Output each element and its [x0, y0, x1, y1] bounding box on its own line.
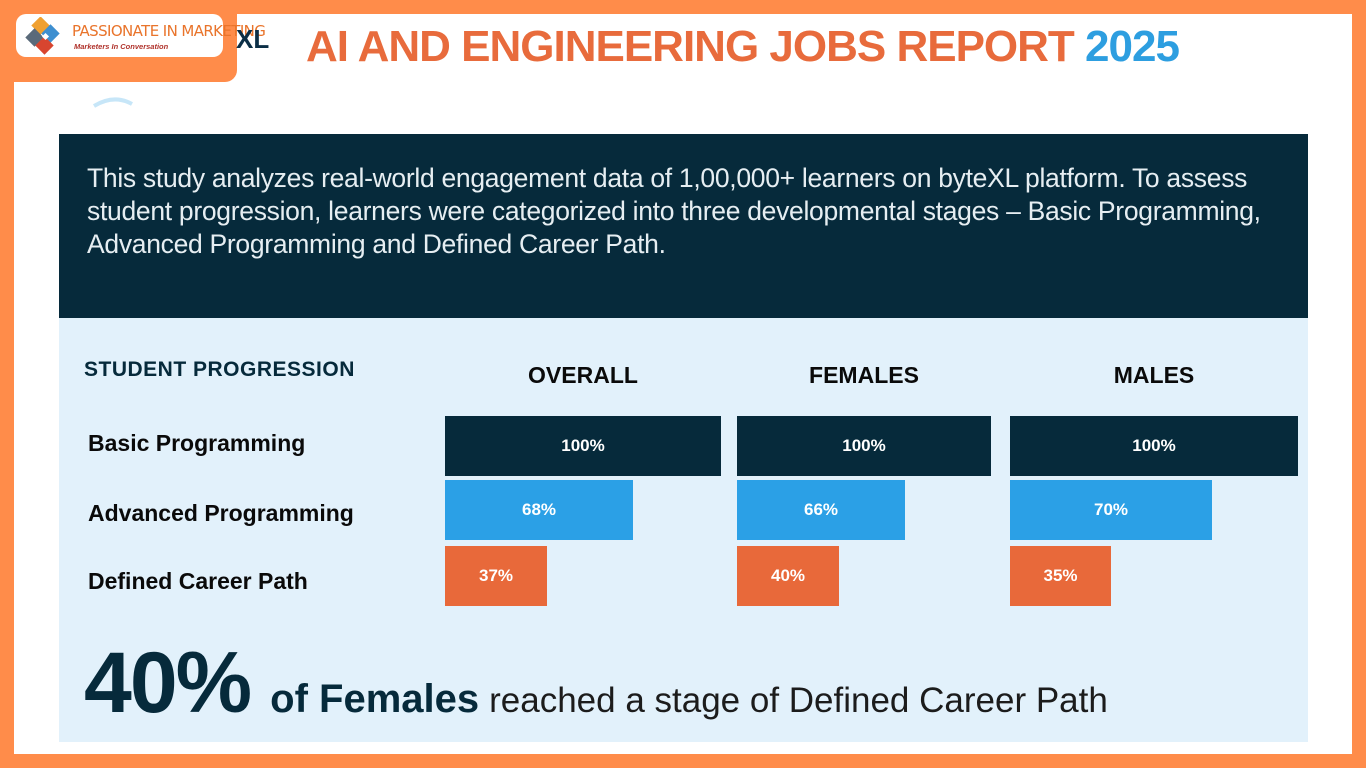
publisher-tagline: Marketers In Conversation: [74, 42, 169, 51]
data-label-males-advanced: 70%: [1093, 500, 1129, 519]
publisher-badge: PASSIONATE IN MARKETING Marketers In Con…: [14, 14, 266, 82]
highlight-percent: 40%: [84, 635, 252, 731]
data-label-females-advanced: 66%: [803, 500, 839, 519]
brand-logo-fragment: XL: [236, 24, 270, 54]
bar-females-basic: 100%: [737, 416, 991, 476]
column-header-females: FEMALES: [809, 362, 919, 388]
highlight-description: reached a stage of Defined Career Path: [489, 681, 1108, 720]
bar-males-basic: 100%: [1010, 416, 1298, 476]
intro-box: This study analyzes real-world engagemen…: [59, 134, 1308, 318]
bar-males-advanced: 70%: [1010, 480, 1212, 540]
content-panel: This study analyzes real-world engagemen…: [59, 134, 1308, 742]
report-title: AI AND ENGINEERING JOBS REPORT 2025: [306, 22, 1180, 72]
highlight-statement: 40% of Females reached a stage of Define…: [84, 634, 1108, 733]
column-header-males: MALES: [1113, 362, 1195, 388]
column-header-overall: OVERALL: [528, 362, 638, 388]
bar-females-advanced: 66%: [737, 480, 905, 540]
highlight-subject: of Females: [270, 677, 480, 721]
bar-overall-advanced: 68%: [445, 480, 633, 540]
row-label-advanced: Advanced Programming: [88, 500, 354, 526]
infographic-canvas: PASSIONATE IN MARKETING Marketers In Con…: [14, 14, 1352, 754]
intro-text: This study analyzes real-world engagemen…: [87, 163, 1261, 259]
data-label-females-basic: 100%: [842, 436, 886, 455]
bar-females-career: 40%: [737, 546, 839, 606]
data-label-males-basic: 100%: [1132, 436, 1176, 455]
report-title-main: AI AND ENGINEERING JOBS REPORT: [306, 22, 1075, 71]
publisher-badge-card: PASSIONATE IN MARKETING Marketers In Con…: [16, 14, 266, 57]
brand-swoosh-icon: [92, 97, 133, 108]
bar-overall-basic: 100%: [445, 416, 721, 476]
row-label-basic: Basic Programming: [88, 430, 306, 456]
publisher-name: PASSIONATE IN MARKETING: [72, 22, 266, 40]
data-label-overall-advanced: 68%: [521, 500, 557, 519]
row-header: STUDENT PROGRESSION: [84, 358, 355, 381]
publisher-logo-icon: [25, 17, 60, 55]
row-label-career: Defined Career Path: [88, 568, 308, 594]
data-label-males-career: 35%: [1043, 566, 1078, 585]
data-label-overall-basic: 100%: [561, 436, 605, 455]
bar-males-career: 35%: [1010, 546, 1111, 606]
report-title-year: 2025: [1085, 22, 1180, 71]
data-label-females-career: 40%: [770, 566, 806, 585]
data-label-overall-career: 37%: [478, 566, 514, 585]
bar-overall-career: 37%: [445, 546, 547, 606]
